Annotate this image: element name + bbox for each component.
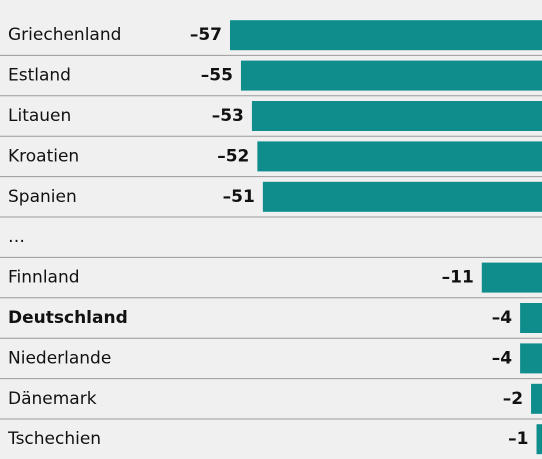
bar — [251, 101, 542, 131]
bar — [240, 60, 542, 91]
category-label: Niederlande — [8, 348, 111, 368]
value-label: –57 — [190, 25, 222, 45]
value-label: –2 — [503, 389, 523, 409]
value-label: –55 — [201, 66, 233, 86]
category-label: Kroatien — [8, 146, 79, 166]
value-label: –4 — [492, 348, 513, 368]
bar — [481, 262, 542, 293]
value-label: –11 — [442, 268, 474, 288]
bar — [230, 20, 542, 51]
category-label: Dänemark — [8, 389, 97, 409]
bar — [531, 383, 542, 414]
category-label: Litauen — [8, 106, 71, 126]
value-label: –51 — [223, 187, 255, 207]
value-label: –1 — [508, 429, 528, 449]
category-label: Griechenland — [8, 25, 121, 45]
value-label: –4 — [492, 308, 513, 328]
category-label: Deutschland — [8, 308, 128, 328]
bar — [536, 424, 542, 455]
value-label: –53 — [212, 106, 244, 126]
bar — [520, 303, 542, 333]
category-label: Finnland — [8, 268, 80, 288]
category-label: Spanien — [8, 187, 77, 207]
category-label: Tschechien — [7, 429, 101, 449]
value-label: –52 — [217, 146, 249, 166]
category-label: … — [8, 227, 25, 247]
bar — [520, 343, 542, 374]
bar — [257, 141, 542, 172]
category-label: Estland — [8, 66, 71, 86]
bar — [262, 181, 542, 212]
